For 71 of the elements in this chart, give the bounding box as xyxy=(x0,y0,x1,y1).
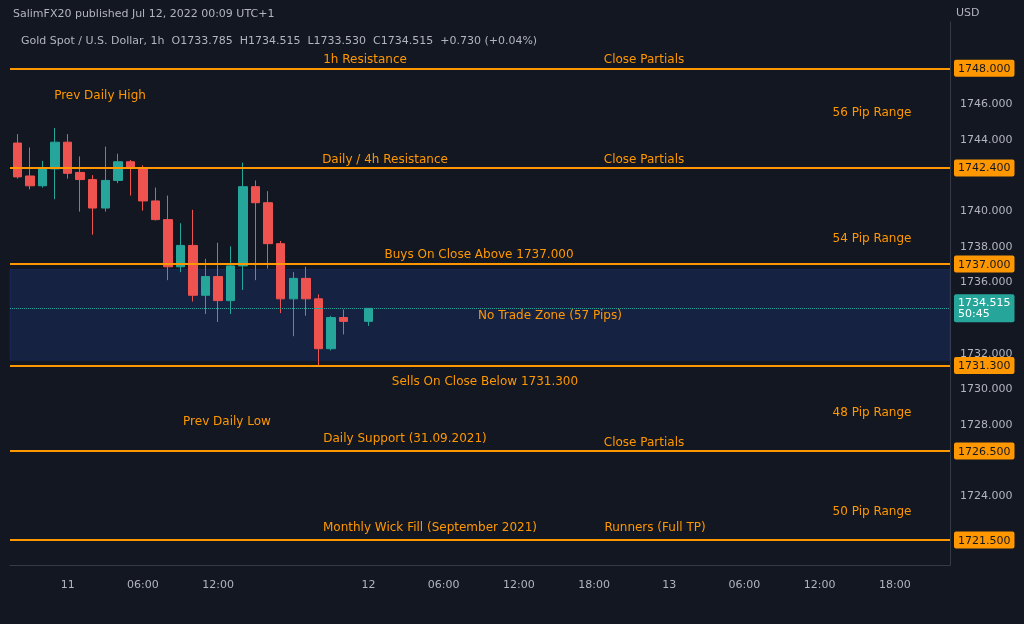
candlestick xyxy=(13,133,22,180)
x-tick-label: 13 xyxy=(662,578,677,591)
y-tick-label: 1740.000 xyxy=(960,204,1013,218)
candlestick xyxy=(63,133,72,180)
annotation: Sells On Close Below 1731.300 xyxy=(391,374,579,388)
annotation: Buys On Close Above 1737.000 xyxy=(384,247,574,261)
candlestick xyxy=(188,209,198,303)
annotation: 54 Pip Range xyxy=(832,231,912,245)
candlestick xyxy=(163,195,173,281)
x-tick-label: 18:00 xyxy=(578,578,610,591)
x-tick-label: 12:00 xyxy=(503,578,535,591)
annotation: Close Partials xyxy=(603,52,685,66)
candlestick xyxy=(176,222,185,273)
candlestick xyxy=(138,164,148,212)
candlestick xyxy=(25,147,35,190)
x-tick-label: 12:00 xyxy=(803,578,836,591)
y-tick-label: 1728.000 xyxy=(960,417,1013,431)
annotation: Close Partials xyxy=(603,152,685,166)
candlestick xyxy=(113,153,123,184)
annotation: Runners (Full TP) xyxy=(604,520,706,534)
y-tick-label: 1724.000 xyxy=(960,489,1013,503)
y-tick-label: 1746.000 xyxy=(960,97,1013,111)
candlestick xyxy=(126,159,135,197)
ref-line-label: 1737.000 xyxy=(958,257,1011,271)
candlestick xyxy=(314,293,323,367)
annotation: Monthly Wick Fill (September 2021) xyxy=(322,520,538,534)
ref-line-label: 1748.000 xyxy=(958,61,1011,75)
candlestick xyxy=(276,240,285,314)
ref-line-label: 1742.400 xyxy=(958,161,1011,175)
y-tick-label: 1744.000 xyxy=(960,133,1013,146)
candlestick xyxy=(213,242,223,323)
ref-line-label: 1731.300 xyxy=(958,359,1011,373)
annotation: 50 Pip Range xyxy=(832,504,912,518)
y-tick-label: 1738.000 xyxy=(960,239,1013,253)
band-label: No Trade Zone (57 Pips) xyxy=(478,307,622,322)
y-tick-label: 1730.000 xyxy=(960,382,1013,396)
candlestick xyxy=(101,146,110,213)
annotation: Daily / 4h Resistance xyxy=(322,152,448,166)
y-axis-title: USD xyxy=(956,6,980,19)
x-tick-label: 18:00 xyxy=(879,578,911,591)
candlestick xyxy=(339,309,348,335)
x-tick-label: 12:00 xyxy=(202,578,234,591)
candlestick xyxy=(38,160,47,189)
chart-title: SalimFX20 published Jul 12, 2022 00:09 UTC+1 xyxy=(13,7,275,20)
x-tick-label: 06:00 xyxy=(427,578,460,591)
x-tick-label: 12 xyxy=(361,578,376,591)
candlestick xyxy=(50,127,60,200)
candlestick xyxy=(251,179,260,281)
ref-line-label: 1721.500 xyxy=(958,533,1011,547)
annotation: Prev Daily High xyxy=(54,88,146,102)
candlestick xyxy=(326,315,336,351)
candlestick xyxy=(301,266,311,317)
ref-line-label: 1726.500 xyxy=(958,444,1011,458)
candlestick xyxy=(151,187,160,222)
candlestick xyxy=(75,155,85,213)
annotation: Prev Daily Low xyxy=(183,414,272,428)
candlestick xyxy=(263,190,273,270)
annotation: 56 Pip Range xyxy=(832,105,912,119)
y-tick-label: 1732.000 xyxy=(960,346,1013,360)
y-tick-label: 1736.000 xyxy=(960,275,1013,289)
annotation: 48 Pip Range xyxy=(832,405,912,419)
annotation: Daily Support (31.09.2021) xyxy=(323,431,487,445)
text: Gold Spot / U.S. Dollar, 1h O1733.785 H1734.515 L1733.530 C1734.515 +0.730 (+0.04%) xyxy=(21,34,538,47)
candlestick xyxy=(88,174,97,236)
x-tick-label: 06:00 xyxy=(127,578,159,591)
ref-line-label: 1734.515 50:45 xyxy=(958,296,1011,321)
x-tick-label: 06:00 xyxy=(728,578,761,591)
annotation: 1h Resistance xyxy=(323,52,407,66)
annotation: Close Partials xyxy=(603,435,685,449)
candlestick xyxy=(238,162,248,291)
x-tick-label: 11 xyxy=(60,578,75,591)
